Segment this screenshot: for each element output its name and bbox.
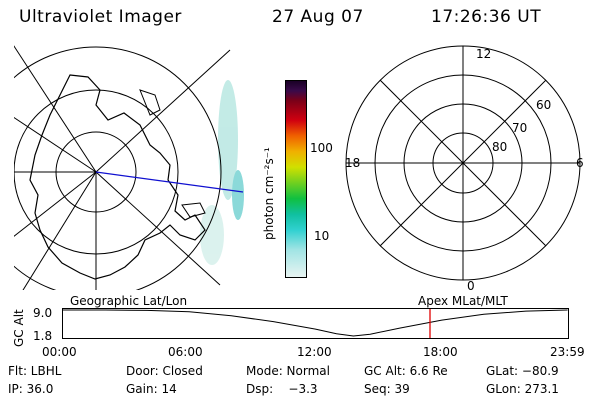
x-tick-0600: 06:00 — [168, 345, 203, 359]
satellite-track — [95, 171, 244, 193]
door-value: Door: Closed — [126, 364, 203, 378]
x-tick-1800: 18:00 — [423, 345, 458, 359]
glon-value: GLon: 273.1 — [486, 382, 559, 396]
color-scale-bar — [285, 80, 307, 278]
date-label: 27 Aug 07 — [272, 7, 364, 27]
altitude-curve — [63, 309, 568, 337]
mlt-label-18: 18 — [345, 156, 361, 170]
colorbar-units-label: photon cm⁻²s⁻¹ — [262, 147, 276, 240]
mlt-label-0: 0 — [467, 279, 475, 293]
lat-label-80: 80 — [492, 140, 508, 154]
colorbar-tick-100: 100 — [310, 141, 333, 155]
time-label: 17:26:36 UT — [431, 7, 542, 27]
instrument-title: Ultraviolet Imager — [19, 7, 182, 27]
ip-value: IP: 36.0 — [8, 382, 54, 396]
colorbar-tick-10: 10 — [314, 229, 330, 243]
x-tick-1200: 12:00 — [297, 345, 332, 359]
lat-circle-outer — [14, 46, 222, 290]
altitude-timeline — [62, 308, 569, 339]
mode-value: Mode: Normal — [246, 364, 330, 378]
x-tick-0000: 00:00 — [42, 345, 77, 359]
timeline-frame — [62, 308, 569, 339]
gc-alt-axis-label: GC Alt — [12, 309, 26, 347]
apex-caption: Apex MLat/MLT — [418, 294, 508, 308]
mlt-label-6: 6 — [576, 156, 584, 170]
y-tick-1-8: 1.8 — [33, 329, 53, 343]
aurora-emission — [200, 80, 244, 265]
polar-mlt-plot — [345, 45, 581, 281]
lat-label-70: 70 — [512, 121, 528, 135]
coastline — [29, 74, 206, 280]
gain-value: Gain: 14 — [126, 382, 177, 396]
geographic-caption: Geographic Lat/Lon — [70, 294, 188, 308]
y-tick-9: 9.0 — [33, 306, 53, 320]
gc-alt-value: GC Alt: 6.6 Re — [364, 364, 448, 378]
filter-value: Flt: LBHL — [8, 364, 62, 378]
mlt-label-12: 12 — [476, 47, 492, 61]
x-tick-2359: 23:59 — [550, 345, 585, 359]
dsp-value: Dsp: −3.3 — [246, 382, 318, 396]
seq-value: Seq: 39 — [364, 382, 410, 396]
glat-value: GLat: −80.9 — [486, 364, 559, 378]
lat-label-60: 60 — [536, 98, 552, 112]
geographic-map — [14, 45, 244, 290]
